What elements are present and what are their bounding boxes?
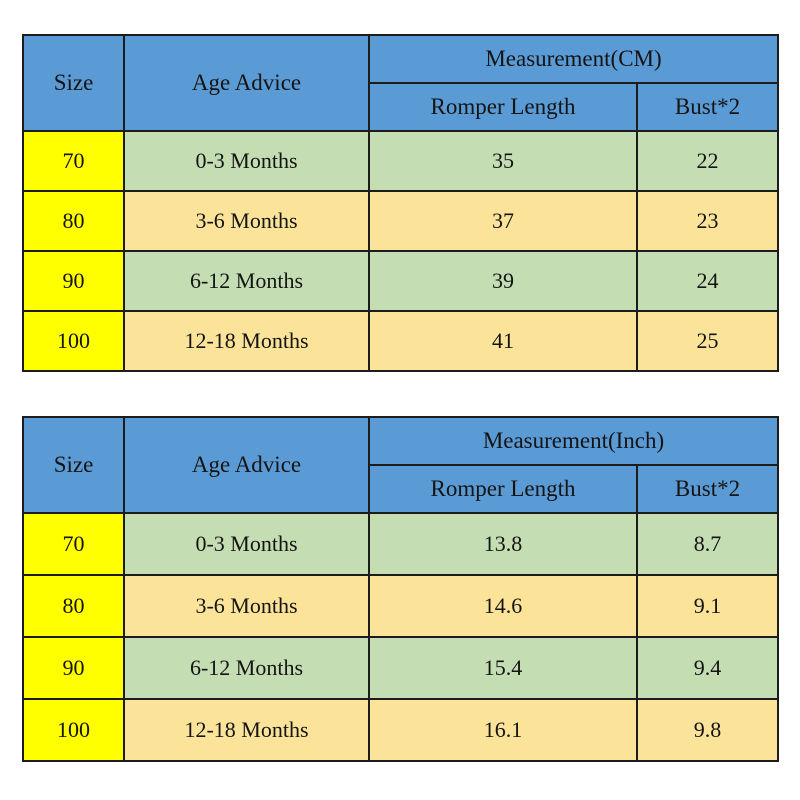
bust-cell: 24 — [635, 250, 780, 312]
romper-length-cell: 15.4 — [368, 636, 638, 700]
romper-length-cell: 13.8 — [368, 512, 638, 576]
header-measurement-cm: Measurement(CM) — [367, 34, 780, 84]
header-row-sub: Romper Length Bust*2 — [23, 464, 779, 514]
romper-length-cell: 35 — [368, 130, 638, 192]
bust-cell: 8.7 — [636, 512, 779, 576]
age-cell: 12-18 Months — [123, 698, 370, 762]
age-cell: 3-6 Months — [123, 190, 370, 252]
size-cell: 80 — [22, 190, 125, 252]
bust-cell: 25 — [635, 310, 780, 372]
table-row: 100 12-18 Months 41 25 — [22, 310, 780, 372]
header-romper-length: Romper Length — [368, 82, 638, 132]
bust-cell: 9.8 — [636, 698, 779, 762]
romper-length-cell: 14.6 — [368, 574, 638, 638]
header-row-top: Size Age Advice Measurement(CM) — [22, 34, 780, 132]
size-cell: 70 — [22, 512, 125, 576]
romper-length-cell: 39 — [368, 250, 638, 312]
table-row: 100 12-18 Months 16.1 9.8 — [22, 698, 779, 762]
header-bust: Bust*2 — [635, 82, 780, 132]
bust-cell: 9.4 — [636, 636, 779, 700]
header-measurement-inch: Measurement(Inch) — [368, 416, 779, 466]
size-chart-cm-table: Size Age Advice Measurement(CM) Romper L… — [22, 34, 780, 372]
romper-length-cell: 41 — [368, 310, 638, 372]
romper-length-cell: 16.1 — [368, 698, 638, 762]
header-romper-length: Romper Length — [368, 464, 638, 514]
bust-cell: 23 — [635, 190, 780, 252]
age-cell: 0-3 Months — [123, 130, 370, 192]
table-row: 80 3-6 Months 14.6 9.1 — [22, 574, 779, 638]
size-cell: 100 — [22, 698, 125, 762]
age-cell: 0-3 Months — [123, 512, 370, 576]
table-row: 70 0-3 Months 13.8 8.7 — [22, 512, 779, 576]
header-row-top: Size Age Advice Measurement(Inch) — [22, 416, 779, 514]
age-cell: 6-12 Months — [123, 250, 370, 312]
header-age-advice: Age Advice — [123, 416, 370, 514]
bust-cell: 22 — [635, 130, 780, 192]
age-cell: 3-6 Months — [123, 574, 370, 638]
header-row-sub: Romper Length Bust*2 — [23, 82, 780, 132]
size-cell: 100 — [22, 310, 125, 372]
size-cell: 70 — [22, 130, 125, 192]
size-cell: 90 — [22, 636, 125, 700]
size-cell: 90 — [22, 250, 125, 312]
table-row: 90 6-12 Months 39 24 — [22, 250, 780, 312]
header-age-advice: Age Advice — [123, 34, 370, 132]
bust-cell: 9.1 — [636, 574, 779, 638]
header-bust: Bust*2 — [636, 464, 779, 514]
age-cell: 12-18 Months — [123, 310, 370, 372]
header-size: Size — [22, 34, 125, 132]
size-chart-inch-table: Size Age Advice Measurement(Inch) Romper… — [22, 416, 779, 762]
romper-length-cell: 37 — [368, 190, 638, 252]
table-row: 70 0-3 Months 35 22 — [22, 130, 780, 192]
header-size: Size — [22, 416, 125, 514]
table-row: 90 6-12 Months 15.4 9.4 — [22, 636, 779, 700]
age-cell: 6-12 Months — [123, 636, 370, 700]
table-row: 80 3-6 Months 37 23 — [22, 190, 780, 252]
size-cell: 80 — [22, 574, 125, 638]
